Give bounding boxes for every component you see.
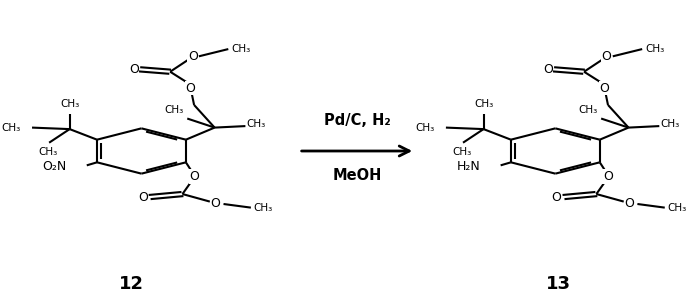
Text: O: O [603,170,613,183]
Text: 12: 12 [119,275,144,293]
Text: O₂N: O₂N [42,160,66,173]
Text: CH₃: CH₃ [661,119,680,129]
Text: CH₃: CH₃ [38,147,57,157]
Text: O: O [188,50,198,63]
Text: O: O [602,50,612,63]
Text: CH₃: CH₃ [164,105,184,115]
Text: CH₃: CH₃ [60,99,79,110]
Text: CH₃: CH₃ [254,203,273,213]
Text: MeOH: MeOH [332,168,382,183]
Text: O: O [552,191,561,204]
Text: O: O [186,82,196,95]
Text: CH₃: CH₃ [247,119,266,129]
Text: O: O [600,82,610,95]
Text: CH₃: CH₃ [1,123,20,133]
Text: O: O [129,63,139,76]
Text: H₂N: H₂N [456,160,480,173]
Text: O: O [624,197,634,210]
Text: CH₃: CH₃ [415,123,434,133]
Text: CH₃: CH₃ [452,147,471,157]
Text: O: O [138,191,147,204]
Text: Pd/C, H₂: Pd/C, H₂ [324,113,390,128]
Text: O: O [210,197,220,210]
Text: CH₃: CH₃ [474,99,493,110]
Text: O: O [189,170,199,183]
Text: O: O [543,63,553,76]
Text: CH₃: CH₃ [579,105,598,115]
Text: CH₃: CH₃ [645,44,664,54]
Text: CH₃: CH₃ [231,44,250,54]
Text: 13: 13 [546,275,571,293]
Text: CH₃: CH₃ [668,203,686,213]
